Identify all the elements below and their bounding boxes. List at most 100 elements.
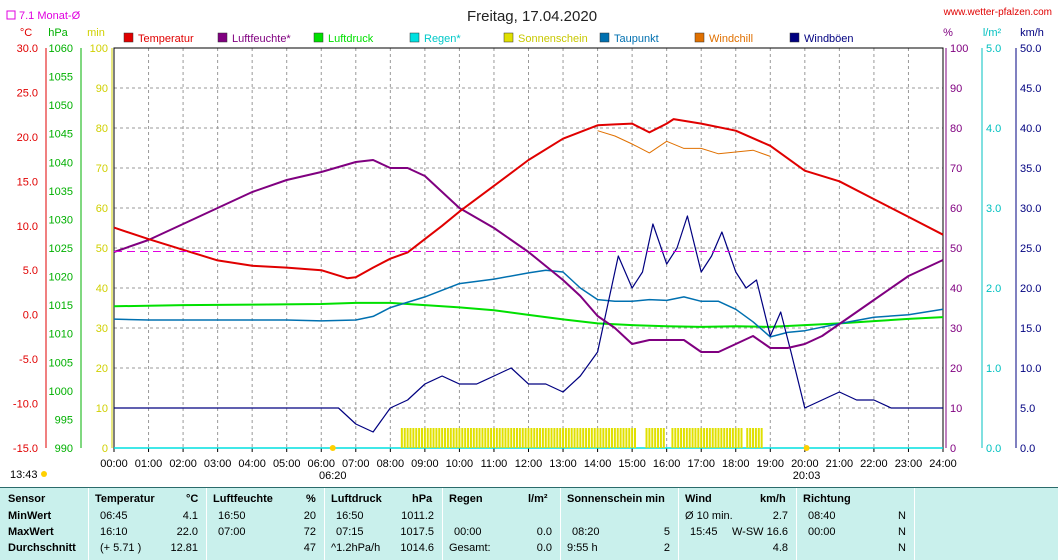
sunshine-bar [406, 428, 409, 448]
sunshine-bar [426, 428, 429, 448]
sunshine-bar [559, 428, 562, 448]
wind-time: 15:45 [690, 526, 718, 538]
legend-label: Taupunkt [614, 33, 659, 45]
sunshine-bar [467, 428, 470, 448]
sunshine-bar [682, 428, 685, 448]
rain-time: 00:00 [454, 526, 482, 538]
hpa-tick-label: 1000 [49, 386, 73, 398]
header-pressure: Luftdruck [331, 493, 382, 505]
kmh-tick-label: 40.0 [1020, 123, 1041, 135]
sunshine-bar [444, 428, 447, 448]
monthly-avg-legend-swatch [6, 10, 16, 20]
temp-time: 16:10 [100, 526, 128, 538]
x-tick-label: 06:00 [307, 458, 335, 470]
series-line-taupunkt [113, 269, 944, 338]
pct-tick-label: 90 [950, 83, 962, 95]
sunshine-time: 08:20 [572, 526, 600, 538]
header-humidity: Luftfeuchte [213, 493, 273, 505]
series-line-luftdruck [113, 301, 944, 328]
sunshine-bar [714, 428, 717, 448]
sunshine-bar [432, 428, 435, 448]
wind-value: 2.7 [772, 510, 788, 522]
sunshine-bar [599, 428, 602, 448]
hpa-unit-label: hPa [48, 27, 68, 39]
sunshine-bar [648, 428, 651, 448]
x-tick-label: 08:00 [377, 458, 405, 470]
x-tick-label: 11:00 [481, 458, 508, 470]
x-tick-label: 05:00 [273, 458, 301, 470]
sunshine-bar [760, 428, 763, 448]
direction-value: N [898, 510, 906, 522]
legend-swatch [409, 32, 420, 43]
temp-unit-label: °C [20, 27, 32, 39]
sunshine-bar [452, 428, 455, 448]
sunshine-bar [533, 428, 536, 448]
header-humidity-unit: % [306, 493, 316, 505]
sunshine-bar [573, 428, 576, 448]
sunshine-bar [651, 428, 654, 448]
header-temp-unit: °C [186, 493, 199, 505]
sunshine-bar [504, 428, 507, 448]
hpa-tick-label: 1055 [49, 72, 73, 84]
temp-tick-label: 15.0 [17, 176, 38, 188]
x-tick-label: 03:00 [204, 458, 232, 470]
kmh-tick-label: 25.0 [1020, 243, 1041, 255]
kmh-tick-label: 20.0 [1020, 283, 1041, 295]
chart-background [0, 0, 1058, 487]
min-tick-label: 70 [96, 163, 108, 175]
hpa-tick-label: 1005 [49, 357, 73, 369]
sunshine-bar [455, 428, 458, 448]
direction-time: 08:40 [808, 510, 836, 522]
sunshine-bar [634, 428, 637, 448]
min-tick-label: 40 [96, 283, 108, 295]
hpa-tick-label: 1020 [49, 272, 73, 284]
sunshine-bar [507, 428, 510, 448]
sunshine-bar [613, 428, 616, 448]
x-tick-label: 15:00 [618, 458, 646, 470]
temp-tick-label: 25.0 [17, 87, 38, 99]
sunrise-marker [329, 445, 336, 451]
pressure-time: 07:15 [336, 526, 364, 538]
sunshine-bar [628, 428, 631, 448]
hpa-tick-label: 1040 [49, 157, 73, 169]
kmh-tick-label: 0.0 [1020, 443, 1035, 455]
rain-tick-label: 2.0 [986, 283, 1001, 295]
legend-label: Regen* [424, 33, 461, 45]
sunrise-time: 06:20 [319, 470, 347, 482]
rain-tick-label: 0.0 [986, 443, 1001, 455]
x-tick-label: 14:00 [584, 458, 612, 470]
day-length: 13:43 [10, 469, 38, 481]
legend-label: Luftdruck [328, 33, 374, 45]
website-link[interactable]: www.wetter-pfalzen.com [943, 7, 1052, 18]
sunshine-time: 9:55 h [567, 542, 598, 554]
sunshine-bar [536, 428, 539, 448]
sunshine-bar [585, 428, 588, 448]
hpa-tick-label: 1025 [49, 243, 73, 255]
temp-value: 4.1 [182, 510, 198, 522]
sunshine-bar [680, 428, 683, 448]
temp-value: 12.81 [170, 542, 198, 554]
pct-tick-label: 20 [950, 363, 962, 375]
legend-swatch [503, 32, 514, 43]
row-label: MinWert [8, 510, 52, 522]
legend: Temperatur Luftfeuchte* Luftdruck Regen* Son… [123, 32, 854, 45]
hpa-tick-label: 1045 [49, 129, 73, 141]
x-tick-label: 20:00 [791, 458, 819, 470]
row-label: MaxWert [8, 526, 54, 538]
sunshine-bar [469, 428, 472, 448]
table-divider [88, 488, 89, 560]
sunshine-bar [579, 428, 582, 448]
hpa-tick-label: 995 [55, 414, 73, 426]
sunshine-bar [749, 428, 752, 448]
sunshine-bar [608, 428, 611, 448]
pct-tick-label: 50 [950, 243, 962, 255]
sunshine-bar [510, 428, 513, 448]
sunshine-bar [449, 428, 452, 448]
hpa-tick-label: 1030 [49, 214, 73, 226]
temp-time: (+ 5.71 ) [100, 542, 142, 554]
min-tick-label: 60 [96, 203, 108, 215]
sunshine-bar [539, 428, 542, 448]
direction-value: N [898, 526, 906, 538]
sunshine-bar [495, 428, 498, 448]
sunshine-bar [415, 428, 418, 448]
